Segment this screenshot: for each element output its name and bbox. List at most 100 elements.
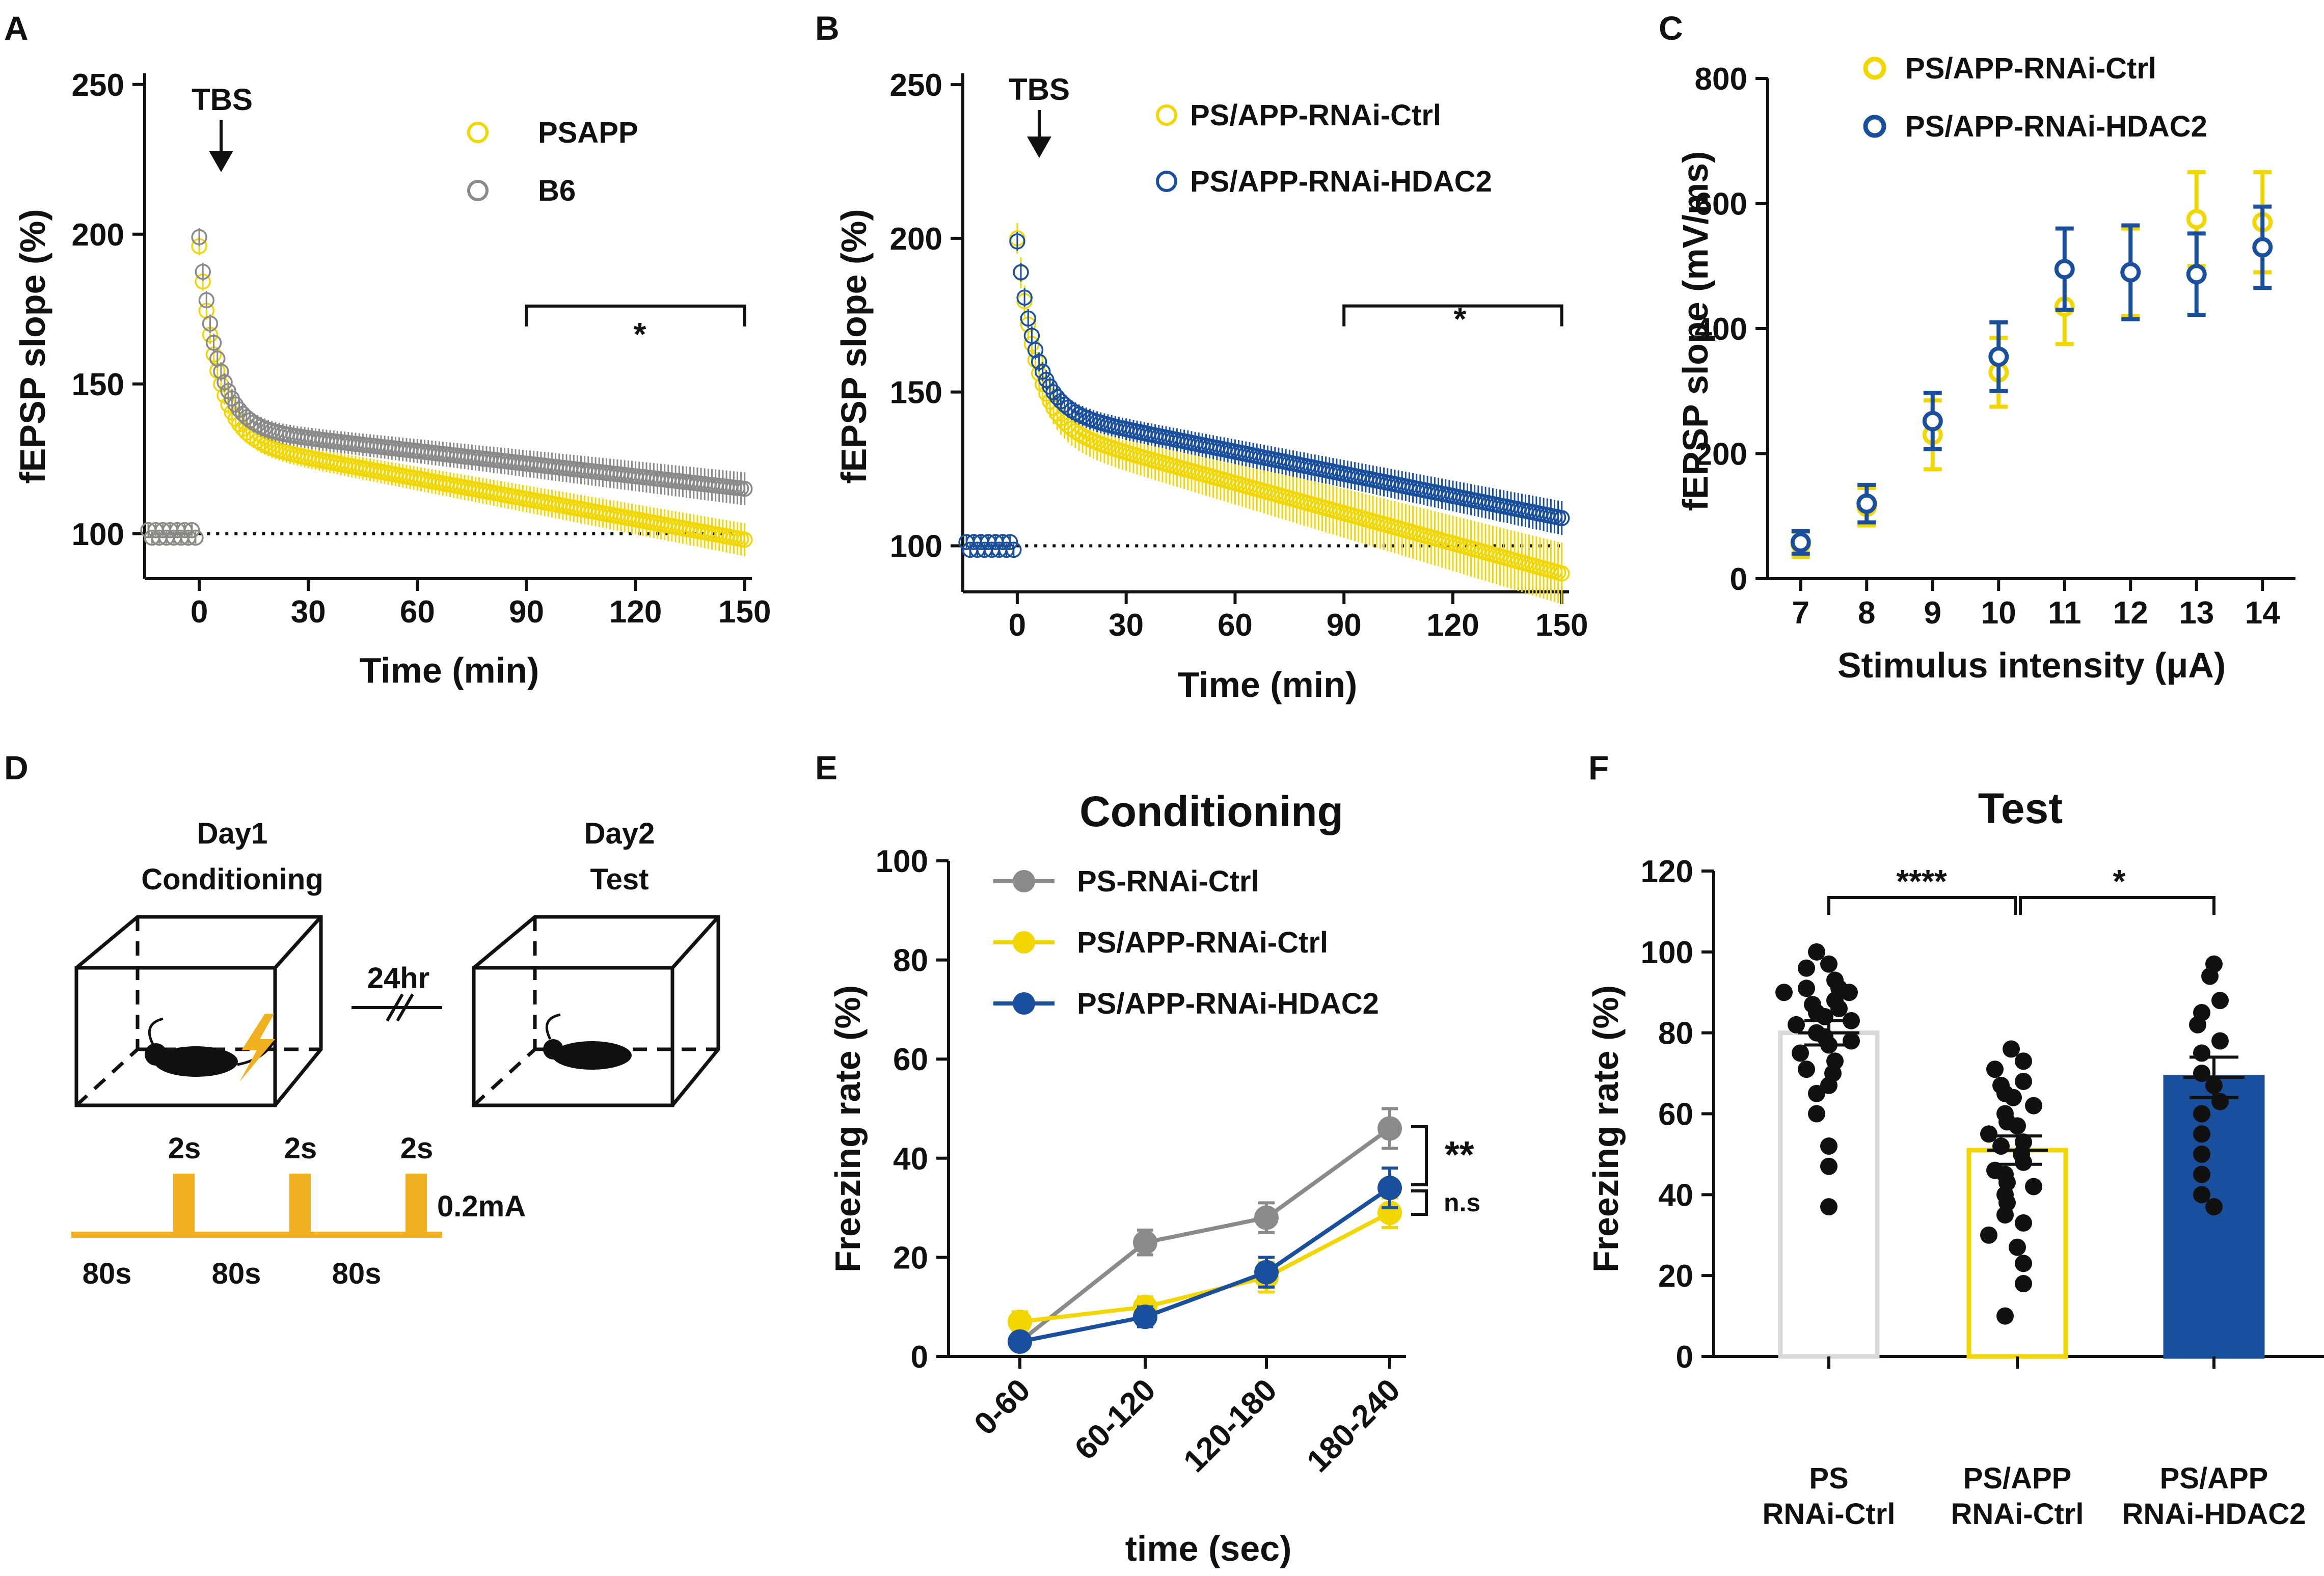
E-y-tick-label: 100 [876, 844, 928, 879]
F-datapoint [2015, 1214, 2032, 1232]
A-point [217, 374, 233, 391]
chart-a-ylabel: fEPSP slope (%) [13, 209, 52, 483]
B-point [1002, 534, 1018, 550]
chart-a-legend-marker-b6 [467, 180, 489, 201]
B-bracket [1342, 304, 1563, 327]
panel-label-c: C [1659, 9, 1683, 47]
F-datapoint [2193, 1186, 2210, 1204]
C-x-tick-label: 14 [2245, 595, 2280, 631]
chart-b-legend-ctrl: PS/APP-RNAi-Ctrl [1190, 99, 1441, 132]
F-datapoint [1808, 943, 1825, 961]
F-datapoint [1798, 980, 1815, 997]
E-y-tick-label: 20 [893, 1240, 928, 1275]
B-series-1 [958, 232, 1570, 558]
F-datapoint [2211, 1032, 2229, 1050]
C-point [1790, 532, 1811, 553]
chart-b-legend-marker-ctrl [1156, 104, 1177, 126]
day1-label: Day1 [197, 817, 268, 850]
B-y-tick-label: 250 [890, 68, 942, 103]
chart-c-ylabel: fEPSP slope (mV/ms) [1676, 151, 1715, 511]
F-datapoint [2193, 1105, 2210, 1123]
B-point [1553, 565, 1570, 582]
B-series-0 [958, 223, 1570, 605]
F-datapoint [2003, 1040, 2020, 1058]
E-point [1254, 1260, 1279, 1285]
B-y-tick-label: 100 [890, 529, 942, 564]
B-x-tick-label: 150 [1535, 608, 1588, 643]
pulse-duration-3: 2s [400, 1132, 434, 1165]
C-x-tick-label: 9 [1924, 595, 1941, 631]
interval-label: 24hr [367, 962, 430, 995]
chart-e-legend-ps: PS-RNAi-Ctrl [1077, 865, 1259, 898]
A-point [202, 315, 219, 332]
F-y-tick-label: 20 [1658, 1259, 1693, 1294]
A-point [736, 531, 753, 548]
chart-a-legend-b6: B6 [538, 174, 576, 207]
panel-label-b: B [815, 9, 840, 47]
panel-a: A 0 30 60 90 120 150 100 150 200 250 Time (min) f… [4, 9, 771, 690]
E-y-tick-label: 80 [893, 943, 928, 979]
B-x-tick-label: 90 [1327, 608, 1362, 643]
F-datapoint [1792, 1044, 1809, 1062]
chart-e-ylabel: Freezing rate (%) [828, 985, 868, 1272]
C-point [1988, 346, 2009, 367]
panel-label-e: E [815, 749, 837, 786]
F-datapoint [1798, 1061, 1815, 1078]
F-datapoint [2193, 1165, 2210, 1183]
pulse-duration-1: 2s [168, 1132, 201, 1165]
B-y-tick-label: 150 [890, 375, 942, 411]
chart-a-bracket-label: * [634, 316, 646, 352]
F-datapoint [2015, 1072, 2032, 1090]
B-x-tick-label: 30 [1109, 608, 1144, 643]
chart-f-category-3-line2: RNAi-HDAC2 [2122, 1498, 2306, 1531]
A-x-tick-label: 150 [718, 594, 771, 630]
F-datapoint [1996, 1206, 2014, 1224]
panel-label-f: F [1588, 749, 1609, 786]
chart-e-legend-ctrl: PS/APP-RNAi-Ctrl [1077, 926, 1328, 959]
panel-e: E Conditioning 0 20 40 60 80 100 0-60 60-120 120… [815, 749, 1480, 1568]
A-x-tick-label: 0 [191, 594, 208, 630]
chart-f-category-2-line1: PS/APP [1963, 1462, 2072, 1495]
F-datapoint [2015, 1255, 2032, 1272]
chart-a-tbs-arrow [209, 120, 233, 172]
A-point [736, 480, 753, 497]
A-y-tick-label: 250 [72, 68, 124, 103]
F-datapoint [1788, 1016, 1805, 1034]
chart-f-comparison-label-1: **** [1896, 863, 1947, 900]
chart-e-legend-marker-ps [1013, 870, 1035, 892]
chart-e-legend-marker-hdac2 [1013, 992, 1035, 1015]
B-point [1553, 510, 1570, 526]
F-datapoint [2205, 1198, 2223, 1216]
E-point [1377, 1116, 1402, 1141]
chart-a-legend-psapp: PSAPP [538, 116, 638, 149]
C-x-tick-label: 13 [2179, 595, 2214, 631]
E-point [1133, 1305, 1157, 1329]
E-x-tick-label: 120-180 [1177, 1372, 1284, 1479]
F-datapoint [1798, 959, 1815, 977]
mouse-icon [145, 1017, 277, 1077]
B-y-tick-label: 200 [890, 222, 942, 257]
F-datapoint [1996, 1307, 2014, 1325]
A-y-tick-label: 200 [72, 218, 124, 253]
day1-phase-label: Conditioning [141, 863, 323, 896]
chart-f-title: Test [1978, 784, 2063, 832]
C-x-tick-label: 12 [2113, 595, 2148, 631]
A-point [220, 383, 236, 399]
F-datapoint [2015, 1153, 2032, 1171]
interval-80s-3: 80s [332, 1257, 382, 1290]
panel-c: C 7 8 9 10 11 12 13 14 0 200 400 600 800 Stimulus in… [1659, 9, 2295, 685]
chart-a-legend: PSAPP B6 [467, 116, 638, 207]
mouse-icon-test [543, 1013, 632, 1070]
panel-label-a: A [4, 9, 29, 47]
chart-a-legend-marker-psapp [467, 122, 489, 143]
F-y-tick-label: 40 [1658, 1178, 1693, 1213]
F-datapoint [1980, 1226, 1997, 1244]
chart-f-category-1-line2: RNAi-Ctrl [1763, 1498, 1896, 1531]
chart-b-bracket-label: * [1454, 301, 1467, 337]
F-datapoint [1775, 984, 1793, 1001]
chart-b-plot: 0 30 60 90 120 150 100 150 200 250 [890, 68, 1588, 643]
E-y-tick-label: 0 [911, 1340, 928, 1375]
B-x-tick-label: 0 [1009, 608, 1026, 643]
F-datapoint [2005, 1089, 2022, 1106]
chart-b-xlabel: Time (min) [1178, 665, 1358, 704]
